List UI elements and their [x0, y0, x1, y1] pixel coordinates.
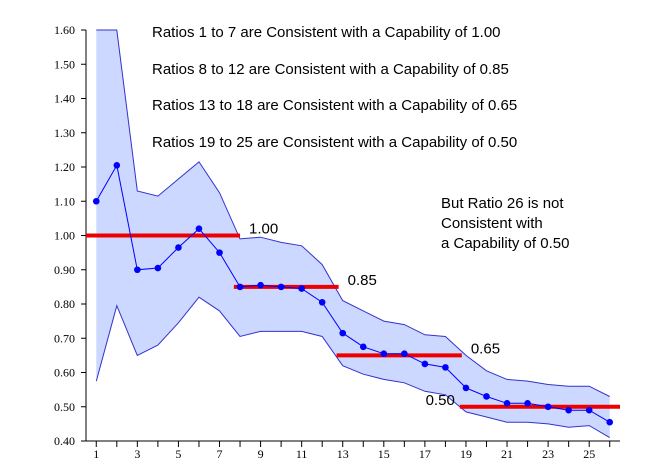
ratio-point [216, 249, 223, 256]
ratio-26-note-line: a Capability of 0.50 [441, 235, 569, 252]
capability-level-label: 0.85 [348, 272, 377, 289]
ratio-point [154, 264, 162, 272]
x-tick-label: 1 [93, 447, 99, 461]
ratio-point [503, 400, 511, 407]
ratio-point [92, 197, 100, 205]
x-tick-label: 19 [460, 447, 472, 461]
ratio-point [298, 285, 305, 292]
ratio-point [401, 350, 408, 357]
ratio-26-note-line: But Ratio 26 is not [441, 195, 564, 212]
y-tick-label: 1.30 [54, 126, 75, 140]
ratio-point [134, 266, 141, 274]
ratio-series [92, 161, 614, 426]
ratio-point [318, 298, 326, 306]
x-tick-label: 25 [583, 447, 595, 461]
consistency-annotation: Ratios 19 to 25 are Consistent with a Ca… [152, 134, 517, 151]
y-tick-label: 1.40 [54, 92, 75, 106]
x-tick-label: 11 [296, 447, 308, 461]
ratio-line [95, 163, 610, 423]
ratio-point [257, 281, 264, 289]
x-tick-label: 23 [542, 447, 554, 461]
ratio-point [483, 393, 490, 400]
y-tick-label: 0.80 [54, 297, 75, 311]
upper-limit-line [96, 29, 610, 397]
y-tick-label: 0.60 [54, 366, 75, 380]
ratio-point [380, 350, 388, 357]
annotations: Ratios 1 to 7 are Consistent with a Capa… [152, 24, 569, 252]
capability-level-label: 1.00 [249, 221, 278, 238]
capability-level-label: 0.65 [471, 340, 500, 357]
y-tick-label: 0.90 [54, 263, 75, 277]
y-tick-label: 0.50 [54, 400, 75, 414]
ratio-point [339, 329, 347, 337]
x-tick-label: 3 [134, 447, 140, 461]
y-tick-label: 1.60 [54, 23, 75, 37]
ratio-point [236, 283, 244, 291]
ratio-point [113, 161, 121, 169]
x-tick-label: 9 [258, 447, 264, 461]
x-tick-label: 21 [501, 447, 513, 461]
ratio-point [175, 244, 182, 251]
ratio-26-note-line: Consistent with [441, 215, 543, 232]
y-tick-label: 1.50 [54, 57, 75, 71]
y-tick-label: 1.00 [54, 229, 75, 243]
y-tick-label: 0.40 [54, 434, 75, 448]
ratio-point [544, 403, 552, 411]
capability-levels: 1.00 0.85 0.65 0.50 [86, 221, 620, 409]
y-tick-label: 0.70 [54, 331, 75, 345]
consistency-annotation: Ratios 8 to 12 are Consistent with a Cap… [152, 61, 509, 78]
y-tick-label: 1.20 [54, 160, 75, 174]
ratio-point [565, 406, 572, 414]
x-tick-label: 13 [337, 447, 349, 461]
consistency-annotation: Ratios 13 to 18 are Consistent with a Ca… [152, 97, 517, 114]
ratio-point [462, 384, 470, 392]
ratio-point [277, 283, 285, 291]
x-tick-label: 15 [378, 447, 390, 461]
capability-level-label: 0.50 [426, 392, 455, 409]
ratio-point [585, 406, 593, 414]
x-tick-label: 17 [419, 447, 431, 461]
x-tick-label: 5 [175, 447, 181, 461]
ratio-point [195, 225, 203, 232]
y-tick-label: 1.10 [54, 194, 75, 208]
ratio-point [606, 418, 614, 426]
axes: 0.40 0.50 0.60 0.70 0.80 0.90 1.00 1.10 1.20 1.30… [54, 23, 620, 461]
ratio-point [524, 400, 531, 407]
x-tick-label: 7 [217, 447, 223, 461]
ratio-point [442, 364, 449, 371]
ratio-point [421, 360, 429, 368]
ratio-point [359, 343, 367, 351]
consistency-annotation: Ratios 1 to 7 are Consistent with a Capa… [152, 24, 501, 41]
lower-limit-line [95, 296, 610, 439]
